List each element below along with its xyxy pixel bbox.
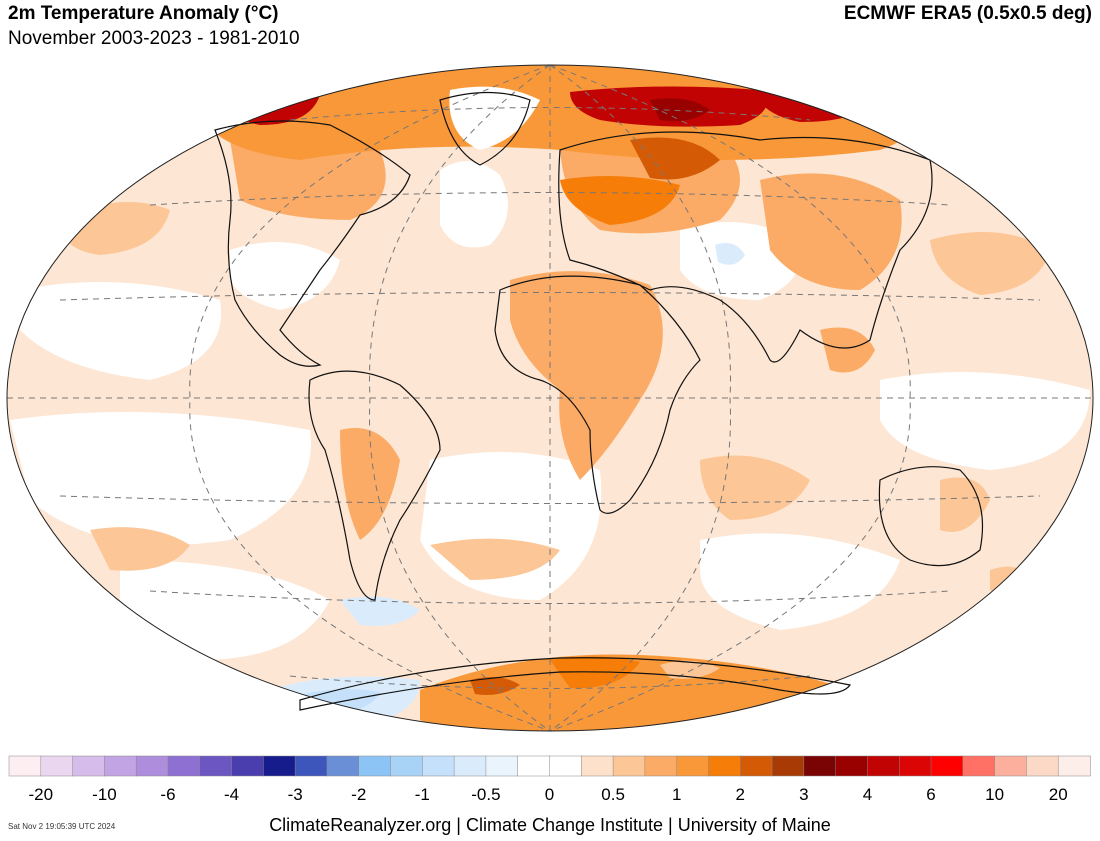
anomaly-region bbox=[340, 596, 420, 626]
timestamp: Sat Nov 2 19:05:39 UTC 2024 bbox=[8, 822, 116, 831]
map-subtitle: November 2003-2023 - 1981-2010 bbox=[8, 28, 300, 49]
colorbar-tick-label: 20 bbox=[1049, 785, 1068, 804]
colorbar-cell bbox=[962, 755, 996, 777]
north-america-outline bbox=[214, 120, 411, 367]
colorbar-tick-label: -3 bbox=[288, 785, 303, 804]
colorbar-cell bbox=[771, 755, 805, 777]
colorbar-tick-label: -6 bbox=[160, 785, 175, 804]
anomaly-region bbox=[230, 242, 340, 310]
colorbar-tick-labels: -20 -10 -6 -4 -3 -2 -1 -0.5 0 0.5 1 2 3 4 6 10 20 bbox=[29, 785, 1068, 804]
anomaly-region bbox=[10, 412, 311, 545]
colorbar-cell bbox=[898, 755, 932, 777]
anomaly-region bbox=[650, 98, 710, 122]
credits-footer: ClimateReanalyzer.org | Climate Change I… bbox=[269, 815, 831, 835]
colorbar-tick-label: -20 bbox=[29, 785, 54, 804]
australia-outline bbox=[878, 466, 983, 567]
colorbar-tick-label: 3 bbox=[799, 785, 808, 804]
colorbar-cell bbox=[199, 755, 233, 777]
colorbar-cell bbox=[358, 755, 392, 777]
colorbar-tick-label: 2 bbox=[736, 785, 745, 804]
south-america-outline bbox=[308, 370, 441, 601]
colorbar-cell bbox=[835, 755, 869, 777]
colorbar-cells bbox=[8, 755, 1091, 777]
colorbar-cell bbox=[994, 755, 1028, 777]
colorbar-tick-label: -1 bbox=[415, 785, 430, 804]
colorbar-cell bbox=[1026, 755, 1059, 777]
colorbar-cell bbox=[231, 755, 265, 777]
colorbar-tick-label: -4 bbox=[224, 785, 239, 804]
colorbar-cell bbox=[549, 755, 583, 777]
globe-border bbox=[6, 64, 1094, 732]
colorbar-cell bbox=[167, 755, 201, 777]
anomaly-region bbox=[630, 137, 720, 180]
antarctica-outline bbox=[299, 657, 851, 711]
anomaly-region bbox=[880, 372, 1090, 470]
eurasia-outline bbox=[558, 131, 933, 363]
colorbar-cell bbox=[1057, 755, 1091, 777]
anomaly-region bbox=[700, 533, 900, 630]
anomaly-region bbox=[120, 560, 330, 660]
colorbar-cell bbox=[72, 755, 106, 777]
colorbar-tick-label: 0 bbox=[545, 785, 554, 804]
data-source-label: ECMWF ERA5 (0.5x0.5 deg) bbox=[843, 3, 1092, 24]
map-title: 2m Temperature Anomaly (°C) bbox=[8, 3, 279, 24]
anomaly-region bbox=[660, 660, 720, 679]
colorbar-cell bbox=[612, 755, 646, 777]
anomaly-region bbox=[20, 282, 222, 380]
anomaly-region bbox=[470, 676, 520, 695]
colorbar-cell bbox=[485, 755, 519, 777]
anomaly-region bbox=[940, 477, 990, 532]
anomaly-region bbox=[820, 327, 875, 373]
colorbar-tick-label: 4 bbox=[863, 785, 872, 804]
colorbar-cell bbox=[644, 755, 678, 777]
anomaly-region bbox=[200, 65, 916, 160]
world-anomaly-map bbox=[6, 64, 1094, 732]
colorbar-cell bbox=[708, 755, 742, 777]
anomaly-region bbox=[560, 176, 680, 225]
colorbar-tick-label: 0.5 bbox=[601, 785, 625, 804]
colorbar-cell bbox=[104, 755, 137, 777]
colorbar-tick-label: 1 bbox=[672, 785, 681, 804]
anomaly-region bbox=[449, 86, 540, 150]
colorbar-cell bbox=[867, 755, 900, 777]
colorbar-cell bbox=[453, 755, 487, 777]
greenland-outline bbox=[439, 91, 531, 166]
colorbar-cell bbox=[263, 755, 296, 777]
colorbar-cell bbox=[8, 755, 42, 777]
colorbar-cell bbox=[390, 755, 424, 777]
anomaly-region bbox=[930, 232, 1050, 295]
colorbar: -20 -10 -6 -4 -3 -2 -1 -0.5 0 0.5 1 2 3 4 6 10 20 bbox=[8, 755, 1091, 804]
colorbar-cell bbox=[740, 755, 773, 777]
colorbar-cell bbox=[803, 755, 837, 777]
anomaly-region bbox=[430, 538, 560, 580]
colorbar-cell bbox=[581, 755, 614, 777]
anomaly-region bbox=[440, 161, 508, 248]
colorbar-tick-label: 10 bbox=[985, 785, 1004, 804]
colorbar-cell bbox=[517, 755, 551, 777]
colorbar-tick-label: 6 bbox=[926, 785, 935, 804]
anomaly-region bbox=[510, 271, 663, 480]
colorbar-cell bbox=[676, 755, 710, 777]
colorbar-tick-label: -0.5 bbox=[471, 785, 500, 804]
anomaly-region bbox=[700, 455, 810, 520]
colorbar-tick-label: -10 bbox=[92, 785, 117, 804]
colorbar-cell bbox=[930, 755, 964, 777]
colorbar-cell bbox=[135, 755, 169, 777]
colorbar-cell bbox=[326, 755, 360, 777]
colorbar-cell bbox=[294, 755, 328, 777]
anomaly-region bbox=[715, 242, 745, 265]
anomaly-region bbox=[90, 527, 190, 571]
graticule bbox=[7, 65, 1093, 731]
colorbar-cell bbox=[422, 755, 455, 777]
coastlines bbox=[214, 91, 983, 711]
colorbar-tick-label: -2 bbox=[351, 785, 366, 804]
colorbar-cell bbox=[40, 755, 74, 777]
anomaly-region bbox=[340, 428, 400, 540]
